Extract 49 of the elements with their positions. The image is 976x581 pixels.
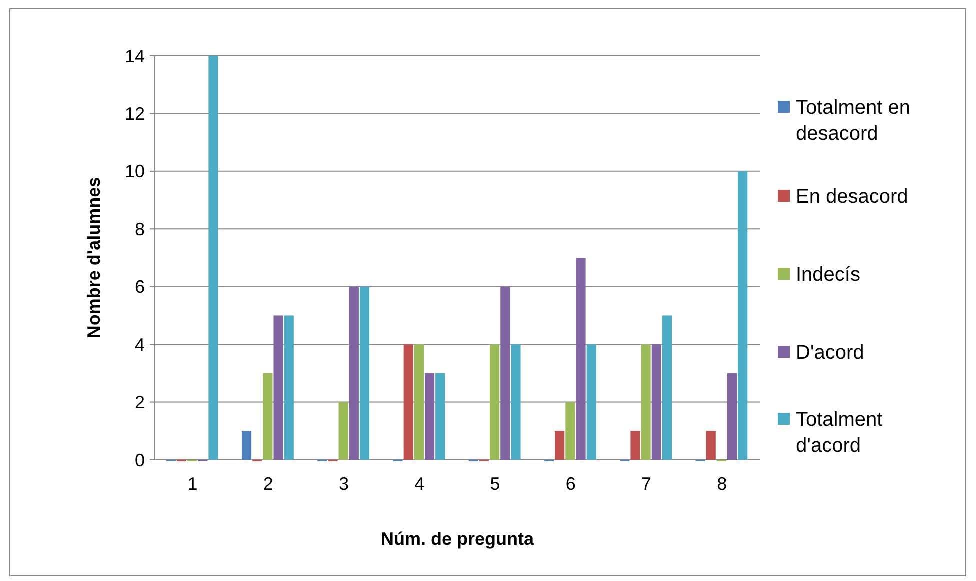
y-tick-label: 14 (124, 46, 145, 66)
bar (738, 171, 748, 460)
bar (662, 316, 672, 460)
bar (414, 344, 424, 460)
bar (208, 56, 218, 460)
x-tick-label: 4 (414, 474, 425, 494)
bar (360, 286, 370, 460)
bar (263, 373, 273, 460)
y-tick-label: 2 (134, 392, 145, 413)
bar (404, 344, 414, 460)
y-tick-label: 0 (134, 450, 145, 470)
y-tick-label: 8 (134, 219, 145, 240)
y-axis-title: Nombre d'alumnes (84, 177, 104, 339)
bar (555, 431, 565, 460)
x-tick-label: 5 (490, 474, 500, 494)
bar (566, 402, 576, 460)
legend-label: D'acord (796, 342, 864, 364)
bar (511, 344, 521, 460)
y-tick-label: 12 (124, 104, 145, 124)
bar (242, 431, 252, 460)
bar (630, 431, 640, 460)
x-tick-label: 6 (566, 474, 576, 494)
bar (274, 316, 284, 460)
bar (641, 344, 651, 460)
bar (490, 344, 500, 460)
x-tick-label: 7 (642, 474, 652, 494)
legend-label: En desacord (796, 186, 908, 208)
bar (424, 373, 435, 460)
x-tick-label: 3 (339, 474, 350, 494)
x-tick-label: 1 (188, 474, 198, 494)
bar (576, 258, 586, 460)
bar (500, 286, 510, 460)
bar (727, 373, 738, 460)
bar (586, 344, 596, 460)
x-tick-label: 2 (263, 474, 274, 494)
legend-label: Indecís (796, 264, 860, 286)
bar (338, 402, 348, 460)
bar (436, 373, 446, 460)
legend-label: Totalment en desacord (796, 97, 911, 145)
y-tick-label: 6 (134, 277, 145, 298)
bar (706, 431, 716, 460)
bar (652, 344, 662, 460)
y-tick-label: 10 (124, 162, 145, 182)
x-tick-label: 8 (717, 474, 728, 494)
y-tick-label: 4 (134, 334, 145, 355)
legend-label: Totalment d'acord (796, 409, 884, 457)
x-axis-title: Núm. de pregunta (380, 529, 535, 549)
bar (349, 286, 359, 460)
bar (284, 316, 294, 460)
